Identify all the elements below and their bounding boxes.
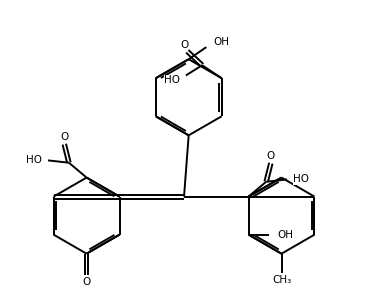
Text: O: O [267,151,275,161]
Text: OH: OH [213,36,229,46]
Text: O: O [83,277,91,287]
Text: O: O [60,132,68,142]
Text: HO: HO [26,155,42,165]
Text: CH₃: CH₃ [272,275,291,285]
Text: HO: HO [164,75,180,85]
Text: OH: OH [277,230,293,240]
Text: HO: HO [293,174,309,185]
Text: O: O [180,40,188,50]
